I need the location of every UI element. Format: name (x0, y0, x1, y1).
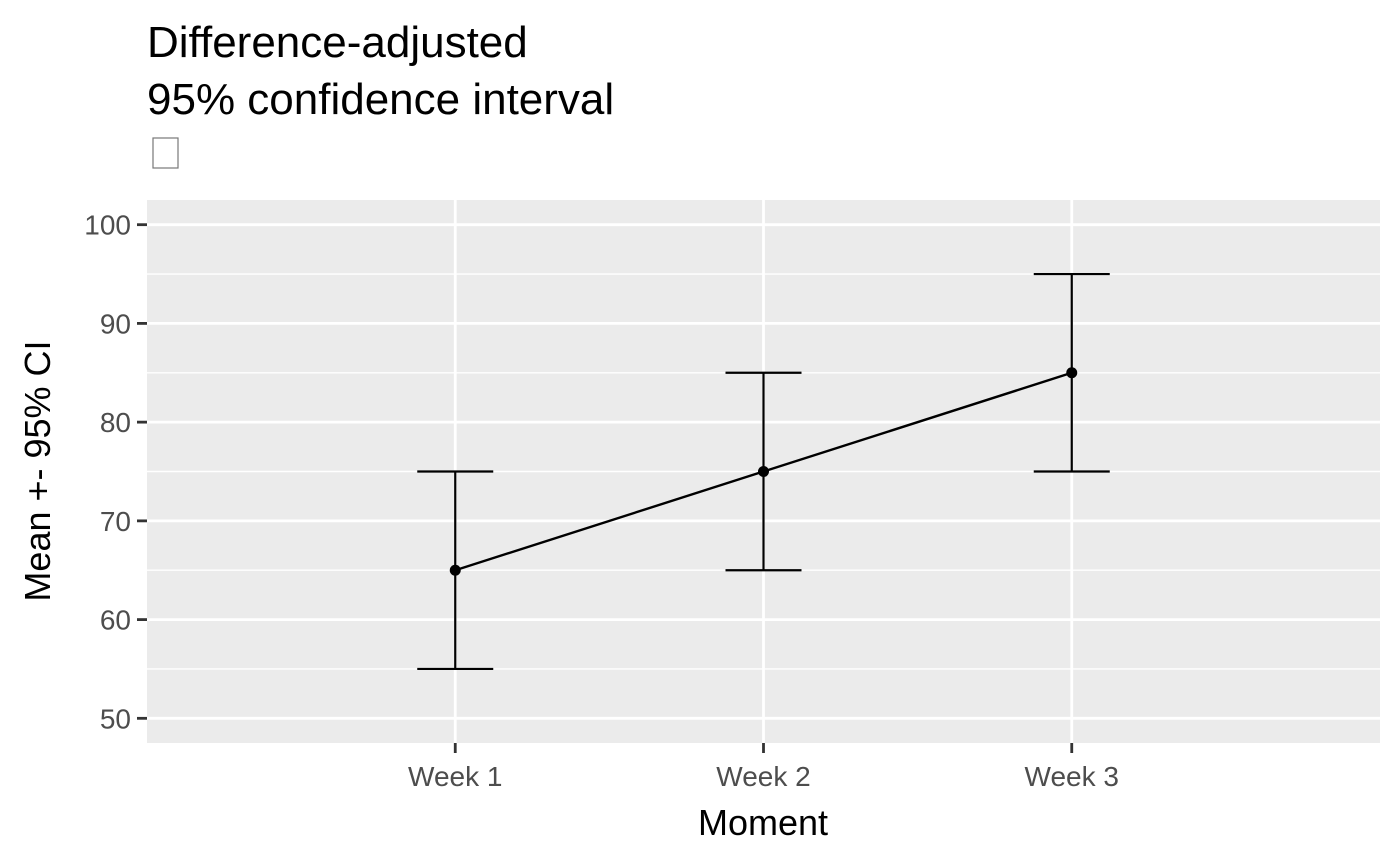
data-point (758, 466, 769, 477)
y-tick-label: 90 (100, 308, 131, 339)
x-tick-label: Week 1 (408, 761, 502, 792)
y-axis: 50 60 70 80 90 100 (84, 210, 147, 734)
x-tick-label: Week 2 (716, 761, 810, 792)
y-tick-label: 60 (100, 605, 131, 636)
x-axis-title: Moment (698, 802, 828, 843)
missing-glyph-box (152, 137, 179, 169)
y-axis-title: Mean +- 95% CI (17, 340, 58, 601)
chart-title-line-1: Difference-adjusted (147, 18, 528, 67)
x-tick-label: Week 3 (1025, 761, 1119, 792)
data-points (449, 367, 1078, 576)
x-axis: Week 1 Week 2 Week 3 (408, 743, 1119, 792)
y-tick-label: 50 (100, 703, 131, 734)
y-tick-label: 80 (100, 407, 131, 438)
y-tick-label: 100 (84, 210, 131, 241)
data-point (449, 564, 461, 576)
y-tick-label: 70 (100, 506, 131, 537)
data-point (1066, 367, 1078, 379)
chart-title-line-2: 95% confidence interval (147, 75, 614, 124)
